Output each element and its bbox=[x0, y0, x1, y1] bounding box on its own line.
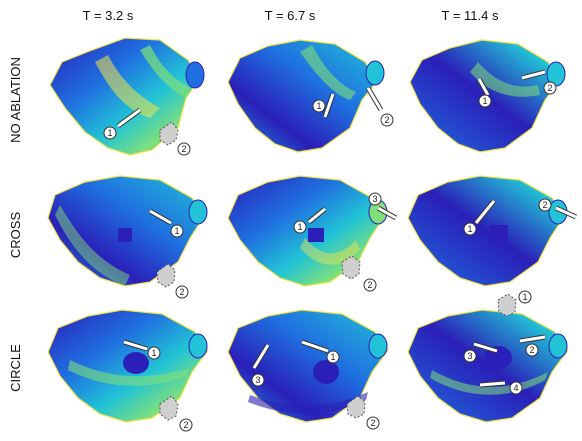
arrow-no-ablation-t3-1: 1 bbox=[476, 77, 492, 108]
arrow-number: 1 bbox=[467, 224, 472, 234]
dashed-arrow-cross-t2-2: 2 bbox=[341, 255, 377, 292]
column-title-3: T = 11.4 s bbox=[442, 8, 499, 23]
row-label-no-ablation: NO ABLATION bbox=[8, 57, 23, 143]
arrow-number: 1 bbox=[482, 96, 487, 106]
arrow-number: 1 bbox=[174, 226, 179, 236]
panel-circle-t3 bbox=[407, 309, 569, 423]
arrow-number: 2 bbox=[547, 83, 552, 93]
dashed-arrow-cross-t1-2: 2 bbox=[156, 263, 189, 299]
arrow-cross-t3-2: 2 bbox=[538, 198, 578, 220]
arrow-cross-t2-1: 1 bbox=[293, 207, 327, 234]
arrow-number: 2 bbox=[529, 345, 534, 355]
panel-cross-t1 bbox=[47, 175, 208, 287]
arrow-number: 2 bbox=[179, 287, 184, 297]
row-label-cross: CROSS bbox=[8, 212, 23, 259]
arrow-number: 1 bbox=[107, 128, 112, 138]
arrow-number: 2 bbox=[181, 144, 186, 154]
arrow-number: 1 bbox=[297, 222, 302, 232]
arrow-no-ablation-t3-2: 2 bbox=[521, 69, 557, 95]
arrow-cross-t1-1: 1 bbox=[148, 208, 184, 238]
dashed-arrow-circle-t2-2: 2 bbox=[346, 395, 380, 430]
arrow-circle-t3-2: 2 bbox=[519, 334, 546, 357]
arrow-number: 2 bbox=[367, 280, 372, 290]
arrow-circle-t2-1: 1 bbox=[301, 339, 340, 364]
arrow-number: 3 bbox=[372, 194, 377, 204]
arrow-number: 4 bbox=[513, 383, 518, 393]
dashed-arrow-no-ablation-t1-2: 2 bbox=[159, 121, 191, 156]
arrow-number: 1 bbox=[316, 101, 321, 111]
arrow-number: 2 bbox=[384, 115, 389, 125]
arrow-number: 1 bbox=[522, 292, 527, 302]
arrow-number: 2 bbox=[370, 418, 375, 428]
row-label-circle: CIRCLE bbox=[8, 344, 23, 392]
arrow-number: 3 bbox=[467, 351, 472, 361]
panel-cross-t2 bbox=[227, 175, 388, 287]
panel-circle-t1 bbox=[47, 309, 209, 423]
column-title-2: T = 6.7 s bbox=[265, 8, 316, 23]
arrow-cross-t3-1: 1 bbox=[463, 199, 496, 236]
arrow-cross-t2-3: 3 bbox=[368, 192, 398, 221]
dashed-arrow-circle-t1-2: 2 bbox=[159, 395, 193, 432]
panel-no-ablation-t1 bbox=[49, 37, 205, 156]
arrow-circle-t1-1: 1 bbox=[123, 339, 161, 360]
arrow-circle-t2-3: 3 bbox=[251, 343, 271, 387]
arrow-no-ablation-t2-1: 1 bbox=[312, 93, 336, 118]
arrow-no-ablation-t2-2: 2 bbox=[365, 86, 394, 127]
dashed-arrow-circle-t3-1: 1 bbox=[497, 290, 532, 317]
arrow-number: 2 bbox=[542, 200, 547, 210]
arrow-number: 3 bbox=[255, 375, 260, 385]
arrow-number: 2 bbox=[183, 420, 188, 430]
arrow-number: 1 bbox=[330, 352, 335, 362]
column-title-1: T = 3.2 s bbox=[83, 8, 134, 23]
arrow-circle-t3-3: 3 bbox=[463, 341, 498, 363]
arrow-circle-t3-4: 4 bbox=[479, 380, 523, 395]
panel-cross-t3 bbox=[407, 175, 568, 287]
panel-no-ablation-t2 bbox=[227, 39, 385, 153]
arrow-no-ablation-t1-1: 1 bbox=[103, 107, 142, 140]
arrow-number: 1 bbox=[151, 348, 156, 358]
